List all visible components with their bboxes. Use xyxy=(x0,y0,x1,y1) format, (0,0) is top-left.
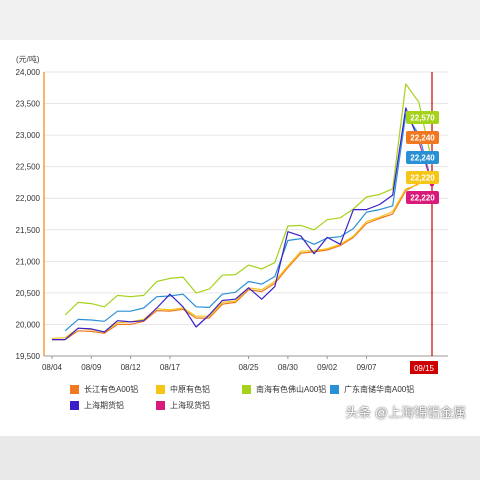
y-tick-label: 23,000 xyxy=(16,131,41,140)
legend-item[interactable]: 上海现货铝 xyxy=(156,400,210,411)
legend-swatch xyxy=(330,385,339,394)
legend-label: 上海期货铝 xyxy=(84,401,124,410)
x-tick-label: 08/12 xyxy=(121,363,142,372)
value-label: 22,240 xyxy=(410,154,435,163)
legend-item[interactable]: 上海期货铝 xyxy=(70,400,124,411)
chart-panel xyxy=(0,40,480,436)
x-tick-label: 08/17 xyxy=(160,363,181,372)
y-tick-label: 19,500 xyxy=(16,352,41,361)
legend-item[interactable]: 长江有色A00铝 xyxy=(70,384,138,395)
y-tick-label: 20,500 xyxy=(16,289,41,298)
legend-swatch xyxy=(156,385,165,394)
legend-label: 上海现货铝 xyxy=(170,401,210,410)
y-tick-label: 22,000 xyxy=(16,194,41,203)
legend-swatch xyxy=(242,385,251,394)
y-tick-label: 22,500 xyxy=(16,163,41,172)
value-label-box xyxy=(406,131,439,144)
y-unit-label: (元/吨) xyxy=(16,55,40,64)
value-label-box xyxy=(406,191,439,204)
x-tick-label: 08/25 xyxy=(239,363,260,372)
bottom-band xyxy=(0,436,480,480)
x-tick-label: 09/07 xyxy=(356,363,377,372)
y-tick-label: 20,000 xyxy=(16,320,41,329)
y-tick-label: 24,000 xyxy=(16,68,41,77)
y-tick-label: 21,500 xyxy=(16,226,41,235)
series-line-1 xyxy=(51,183,420,339)
x-tick-label: 08/09 xyxy=(81,363,102,372)
x-tick-label: 08/04 xyxy=(42,363,63,372)
series-line-0 xyxy=(52,182,420,341)
watermark: 头条 @上海锦铝金属 xyxy=(345,405,466,420)
value-label-box xyxy=(406,151,439,164)
y-tick-label: 23,500 xyxy=(16,100,41,109)
value-label: 22,570 xyxy=(410,114,435,123)
y-tick-label: 21,000 xyxy=(16,257,41,266)
legend-label: 长江有色A00铝 xyxy=(84,385,139,394)
value-label: 22,220 xyxy=(410,194,435,203)
series-line-2 xyxy=(64,83,433,316)
x-tick-label: 09/02 xyxy=(317,363,338,372)
legend-swatch xyxy=(70,385,79,394)
value-label-box xyxy=(406,111,439,124)
series-line-3 xyxy=(64,113,433,332)
value-label: 22,220 xyxy=(410,174,435,183)
legend-label: 广东南储华南A00铝 xyxy=(344,385,415,394)
value-label: 22,240 xyxy=(410,134,435,143)
legend-item[interactable]: 广东南储华南A00铝 xyxy=(330,384,414,395)
series-line-4 xyxy=(52,107,420,341)
legend-swatch xyxy=(156,401,165,410)
legend-label: 中原有色铝 xyxy=(170,385,210,394)
legend-item[interactable]: 南海有色佛山A00铝 xyxy=(242,384,326,395)
current-date-badge xyxy=(410,361,438,374)
legend-swatch xyxy=(70,401,79,410)
current-date-label: 09/15 xyxy=(414,364,435,373)
legend-label: 南海有色佛山A00铝 xyxy=(256,385,327,394)
x-tick-label: 08/30 xyxy=(278,363,299,372)
value-label-box xyxy=(406,171,439,184)
legend-item[interactable]: 中原有色铝 xyxy=(156,384,210,395)
